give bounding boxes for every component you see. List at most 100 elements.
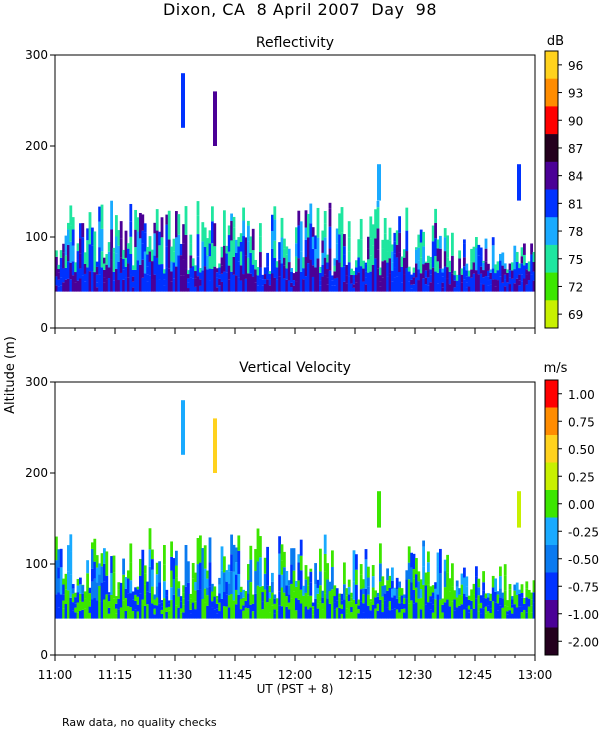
- y-tick-label: 0: [40, 321, 48, 335]
- heatmap-cell: [520, 274, 524, 282]
- heatmap-cell: [88, 244, 92, 272]
- heatmap-cell: [206, 255, 209, 270]
- heatmap-cell: [220, 265, 224, 274]
- heatmap-cell: [194, 590, 197, 602]
- heatmap-cell: [273, 598, 277, 604]
- heatmap-cell: [244, 278, 248, 292]
- heatmap-cell: [491, 245, 495, 257]
- heatmap-cell: [451, 601, 454, 619]
- heatmap-cell: [429, 263, 433, 270]
- heatmap-cell: [239, 251, 243, 266]
- heatmap-cell: [307, 585, 310, 596]
- heatmap-cell: [62, 608, 65, 619]
- heatmap-cell: [520, 612, 524, 619]
- heatmap-cell: [319, 571, 322, 586]
- heatmap-cell: [112, 555, 116, 573]
- heatmap-cell: [487, 285, 490, 292]
- heatmap-cell: [391, 597, 394, 610]
- heatmap-cell: [335, 243, 339, 261]
- heatmap-cell: [391, 580, 394, 589]
- heatmap-cell: [67, 278, 70, 292]
- heatmap-cell: [103, 282, 106, 292]
- heatmap-cell: [343, 246, 346, 255]
- heatmap-cell: [508, 599, 512, 611]
- heatmap-cell: [263, 573, 267, 590]
- heatmap-cell: [446, 249, 449, 258]
- heatmap-cell: [374, 597, 377, 609]
- heatmap-cell: [208, 586, 212, 619]
- heatmap-cell: [187, 561, 190, 583]
- heatmap-cell: [119, 594, 123, 608]
- heatmap-cell: [393, 253, 397, 268]
- heatmap-cell: [328, 581, 332, 592]
- heatmap-cell: [494, 279, 497, 287]
- heatmap-cell: [218, 611, 221, 619]
- heatmap-cell: [299, 271, 303, 292]
- heatmap-cell: [129, 543, 133, 563]
- heatmap-cell: [100, 601, 104, 619]
- heatmap-cell: [463, 266, 466, 280]
- heatmap-cell: [400, 602, 404, 610]
- heatmap-cell: [239, 280, 243, 292]
- heatmap-cell: [383, 600, 387, 611]
- heatmap-cell: [131, 591, 135, 600]
- heatmap-cell: [513, 584, 517, 591]
- heatmap-cell: [211, 221, 214, 244]
- heatmap-cell: [165, 246, 169, 268]
- heatmap-cell: [532, 592, 536, 603]
- heatmap-cell: [429, 282, 433, 292]
- heatmap-cell: [211, 607, 214, 619]
- x-axis-label: UT (PST + 8): [257, 682, 334, 696]
- heatmap-cell: [376, 596, 380, 604]
- heatmap-cell: [235, 547, 238, 563]
- heatmap-cell: [532, 271, 536, 281]
- heatmap-cell: [158, 231, 161, 246]
- heatmap-cell: [189, 593, 193, 599]
- heatmap-cell: [191, 578, 195, 603]
- heatmap-cell: [340, 593, 344, 601]
- heatmap-cell: [136, 604, 140, 612]
- colorbar-tick-label: -0.75: [568, 580, 599, 594]
- heatmap-cell: [139, 593, 142, 619]
- heatmap-cell: [328, 591, 332, 604]
- heatmap-cell: [292, 273, 296, 281]
- heatmap-cell: [170, 587, 173, 600]
- heatmap-cell: [206, 269, 209, 292]
- heatmap-cell: [261, 601, 265, 610]
- heatmap-cell: [275, 598, 279, 604]
- heatmap-cell: [153, 614, 157, 619]
- heatmap-cell: [439, 235, 442, 249]
- heatmap-cell: [182, 275, 185, 292]
- heatmap-cell: [203, 266, 207, 292]
- colorbar-segment: [545, 244, 558, 273]
- heatmap-cell: [323, 534, 327, 554]
- heatmap-cell: [427, 602, 430, 619]
- heatmap-cell: [434, 255, 437, 272]
- heatmap-cell: [151, 603, 154, 619]
- heatmap-cell: [119, 582, 123, 595]
- heatmap-cell: [223, 245, 226, 272]
- heatmap-cell: [62, 578, 65, 585]
- heatmap-cell: [151, 549, 154, 560]
- heatmap-cell: [211, 583, 214, 592]
- heatmap-cell: [143, 223, 147, 233]
- heatmap-cell: [218, 263, 221, 268]
- heatmap-cell: [307, 213, 310, 238]
- heatmap-cell: [441, 287, 445, 292]
- heatmap-cell: [64, 589, 68, 604]
- heatmap-cell: [88, 593, 92, 602]
- heatmap-cell: [76, 259, 80, 274]
- heatmap-cell: [124, 257, 128, 267]
- heatmap-cell: [103, 257, 106, 264]
- heatmap-cell: [391, 262, 394, 271]
- heatmap-cell: [127, 593, 130, 607]
- heatmap-cell: [451, 586, 454, 602]
- heatmap-cell: [357, 605, 361, 610]
- heatmap-cell: [167, 603, 171, 607]
- heatmap-cell: [436, 566, 440, 595]
- y-axis-label: Altitude (m): [3, 336, 18, 414]
- heatmap-cell: [470, 248, 473, 262]
- heatmap-cell: [496, 261, 500, 271]
- heatmap-cell: [309, 571, 313, 583]
- heatmap-cell: [203, 568, 207, 589]
